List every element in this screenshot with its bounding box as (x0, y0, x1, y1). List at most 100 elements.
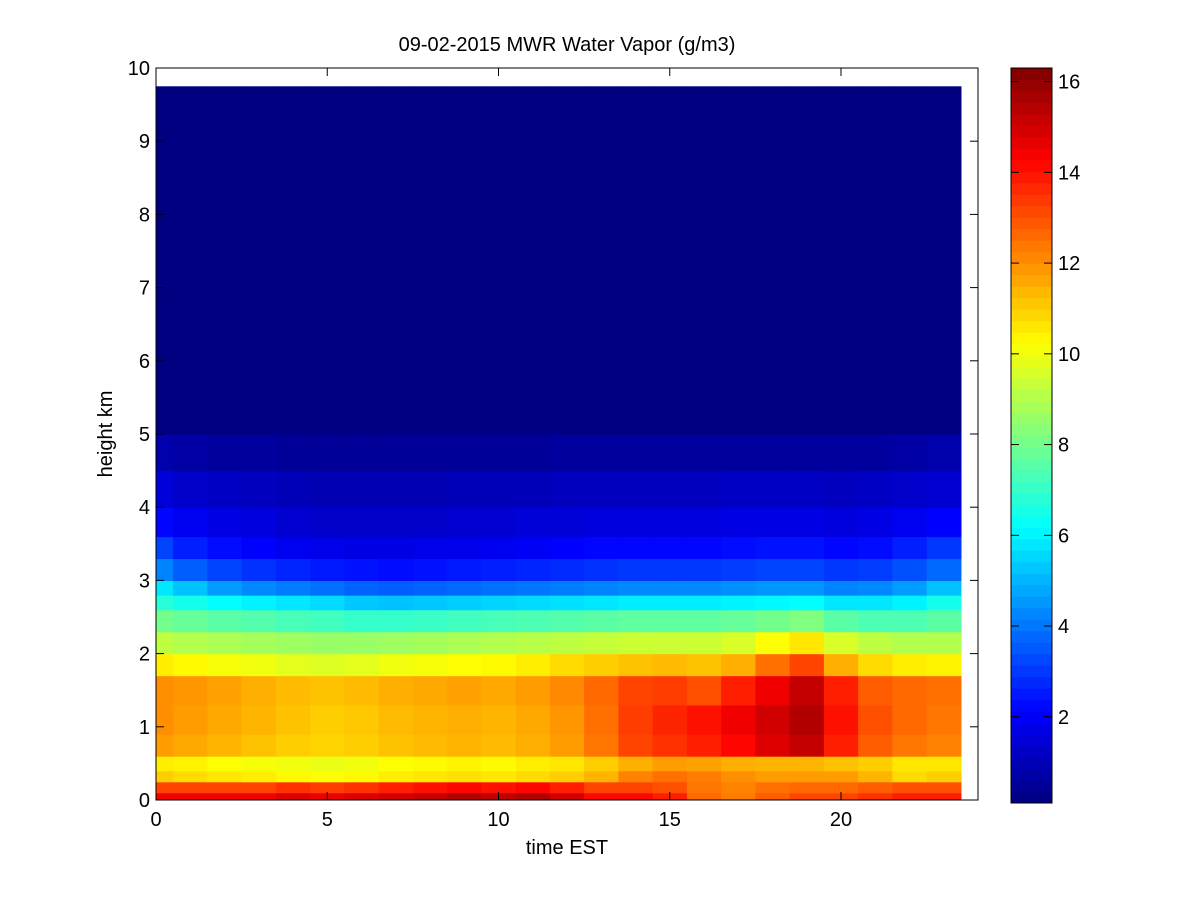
heatmap-cell (515, 770, 551, 783)
y-tick-label: 1 (139, 717, 150, 739)
x-tick-label: 0 (150, 809, 161, 831)
heatmap-cell (515, 507, 551, 538)
heatmap-cell (755, 653, 791, 677)
heatmap-cell (275, 86, 311, 435)
heatmap-cell (549, 470, 585, 508)
heatmap-cell (447, 580, 482, 596)
heatmap-cell (173, 756, 208, 772)
heatmap-cell (618, 631, 654, 655)
heatmap-cell (310, 781, 345, 794)
heatmap-cell (618, 580, 654, 596)
heatmap-cell (892, 631, 928, 655)
heatmap-cell (275, 631, 311, 655)
heatmap-cell (275, 536, 311, 560)
heatmap-cell (344, 704, 380, 735)
heatmap-cell (207, 470, 243, 508)
colorbar-swatch (1011, 665, 1052, 678)
heatmap-cell (515, 675, 551, 706)
heatmap-cell (378, 434, 414, 472)
heatmap-cell (755, 580, 791, 596)
colorbar-swatches (1011, 68, 1052, 804)
heatmap-cell (412, 631, 448, 655)
heatmap-cell (789, 595, 825, 611)
heatmap-cell (378, 86, 414, 435)
heatmap-cell (156, 756, 174, 772)
heatmap-cell (275, 781, 311, 794)
heatmap-cell (310, 631, 345, 655)
heatmap-cell (789, 756, 825, 772)
heatmap-cell (310, 558, 345, 581)
heatmap-cell (892, 756, 928, 772)
heatmap-cell (686, 770, 722, 783)
heatmap-cell (241, 792, 277, 800)
heatmap-cell (173, 434, 208, 472)
heatmap-cell (789, 792, 825, 800)
colorbar-swatch (1011, 309, 1052, 322)
heatmap-cell (481, 434, 517, 472)
colorbar-swatch (1011, 378, 1052, 391)
heatmap-cell (755, 734, 791, 757)
colorbar: 2 4 6 8 10 12 14 16 (1010, 67, 1080, 804)
heatmap-cell (378, 756, 414, 772)
heatmap-cell (412, 756, 448, 772)
heatmap-cell (686, 756, 722, 772)
heatmap-cell (823, 558, 859, 581)
heatmap-cell (892, 434, 928, 472)
heatmap-cell (823, 609, 859, 633)
heatmap-cell (241, 434, 277, 472)
y-tick-label: 10 (128, 58, 150, 80)
heatmap-cell (823, 470, 859, 508)
heatmap-cell (721, 580, 756, 596)
heatmap-cell (823, 704, 859, 735)
heatmap-cell (926, 631, 962, 655)
colorbar-swatch (1011, 136, 1052, 149)
heatmap-cell (275, 470, 311, 508)
colorbar-swatch (1011, 412, 1052, 425)
heatmap-cell (584, 704, 619, 735)
colorbar-swatch (1011, 561, 1052, 574)
heatmap-cell (447, 653, 482, 677)
heatmap-cell (515, 470, 551, 508)
heatmap-cell (156, 595, 174, 611)
heatmap-cell (447, 734, 482, 757)
heatmap-cell (207, 558, 243, 581)
heatmap-cell (207, 704, 243, 735)
heatmap-cell (241, 536, 277, 560)
colorbar-swatch (1011, 159, 1052, 172)
heatmap-cell (207, 631, 243, 655)
heatmap-cell (310, 595, 345, 611)
heatmap-cell (481, 770, 517, 783)
heatmap-cell (515, 580, 551, 596)
heatmap-cell (344, 609, 380, 633)
heatmap-cell (241, 631, 277, 655)
heatmap-cell (584, 653, 619, 677)
heatmap-cell (549, 609, 585, 633)
heatmap-cell (344, 470, 380, 508)
heatmap-cell (549, 434, 585, 472)
heatmap-cell (156, 609, 174, 633)
heatmap-cell (156, 470, 174, 508)
heatmap-cell (515, 704, 551, 735)
heatmap-cell (481, 470, 517, 508)
colorbar-swatch (1011, 538, 1052, 551)
heatmap-cell (652, 770, 688, 783)
colorbar-swatch (1011, 550, 1052, 563)
heatmap-cell (686, 734, 722, 757)
heatmap-cell (207, 770, 243, 783)
heatmap-cell (549, 756, 585, 772)
heatmap-cell (412, 734, 448, 757)
chart-title: 09-02-2015 MWR Water Vapor (g/m3) (399, 34, 736, 56)
colorbar-swatch (1011, 446, 1052, 459)
heatmap-cell (892, 792, 928, 800)
colorbar-tick-label: 8 (1058, 435, 1069, 457)
heatmap-cell (207, 434, 243, 472)
heatmap-cell (156, 580, 174, 596)
heatmap-cells (156, 86, 962, 800)
colorbar-swatch (1011, 79, 1052, 92)
colorbar-swatch (1011, 791, 1052, 804)
heatmap-cell (686, 792, 722, 800)
heatmap-cell (755, 756, 791, 772)
heatmap-cell (412, 595, 448, 611)
heatmap-cell (584, 507, 619, 538)
